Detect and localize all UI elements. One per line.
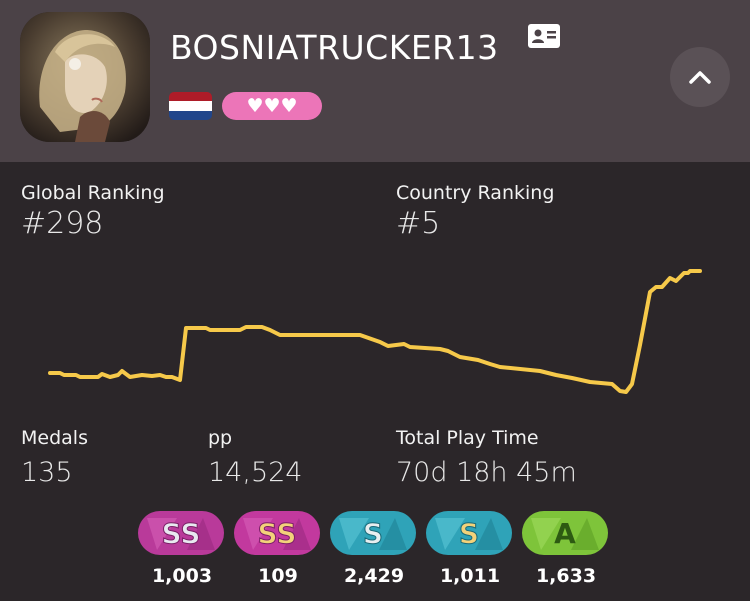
grade-ss-gold: SS 109 xyxy=(233,510,323,590)
supporter-badge[interactable]: ♥♥♥ xyxy=(222,92,322,120)
grade-ss-gold-icon: SS xyxy=(234,511,320,555)
grade-s-silver: S 2,429 xyxy=(329,510,419,590)
grade-a: A 1,633 xyxy=(521,510,611,590)
profile-header: BOSNIATRUCKER13 ♥♥♥ xyxy=(0,0,750,162)
avatar[interactable] xyxy=(20,12,150,142)
grade-s-silver-icon: S xyxy=(330,511,416,555)
svg-text:SS: SS xyxy=(161,517,200,550)
chevron-up-icon xyxy=(689,71,711,84)
grade-s-gold-icon: S xyxy=(426,511,512,555)
country-ranking-value: #5 xyxy=(396,206,441,241)
svg-text:S: S xyxy=(459,517,479,550)
rank-history-graph[interactable] xyxy=(0,250,750,410)
country-ranking-label: Country Ranking xyxy=(396,182,555,204)
supporter-hearts-icon: ♥♥♥ xyxy=(246,94,298,117)
id-card-icon[interactable] xyxy=(528,24,560,48)
grade-ss-silver: SS 1,003 xyxy=(137,510,227,590)
grade-counts: SS 1,003 SS 109 S 2,429 S 1,011 xyxy=(0,510,750,590)
grade-ss-gold-count: 109 xyxy=(258,565,298,587)
pp-label: pp xyxy=(208,427,233,449)
grade-a-count: 1,633 xyxy=(535,565,597,587)
medals-label: Medals xyxy=(21,427,88,449)
medals-value: 135 xyxy=(21,457,73,488)
pp-value: 14,524 xyxy=(208,457,303,488)
svg-text:SS: SS xyxy=(257,517,296,550)
username: BOSNIATRUCKER13 xyxy=(170,28,499,67)
country-flag-icon[interactable] xyxy=(169,92,212,120)
svg-text:S: S xyxy=(363,517,383,550)
grade-a-icon: A xyxy=(522,511,608,555)
grade-ss-silver-count: 1,003 xyxy=(151,565,213,587)
collapse-button[interactable] xyxy=(670,47,730,107)
rank-history-line xyxy=(48,269,702,394)
play-time-value: 70d 18h 45m xyxy=(396,457,577,488)
grade-s-gold: S 1,011 xyxy=(425,510,515,590)
play-time-label: Total Play Time xyxy=(396,427,539,449)
svg-text:A: A xyxy=(554,517,576,550)
grade-ss-silver-icon: SS xyxy=(138,511,224,555)
global-ranking-label: Global Ranking xyxy=(21,182,165,204)
grade-s-gold-count: 1,011 xyxy=(439,565,501,587)
grade-s-silver-count: 2,429 xyxy=(343,565,405,587)
global-ranking-value: #298 xyxy=(21,206,104,241)
